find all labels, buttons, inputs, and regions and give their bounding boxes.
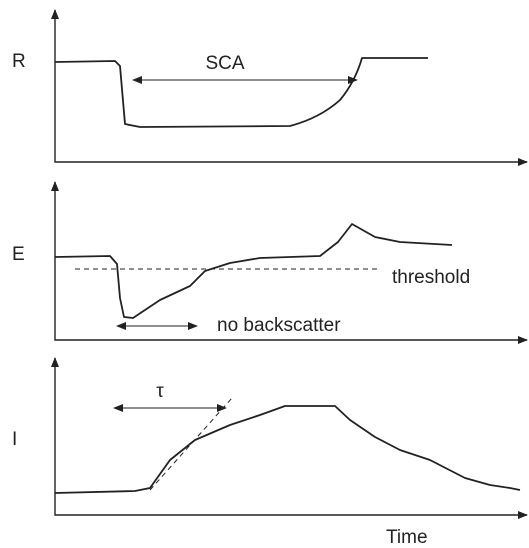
curve (54, 223, 453, 319)
axes (51, 181, 528, 344)
tangent-line (149, 397, 233, 491)
threshold-label: threshold (392, 267, 470, 288)
panel-label: I (12, 429, 17, 450)
panel-i: I τ (12, 357, 528, 519)
panel-label: R (12, 51, 26, 72)
curve (54, 57, 428, 128)
axes (51, 9, 528, 166)
annotation: SCA (205, 53, 244, 74)
annotation: no backscatter (217, 315, 341, 336)
annotation: τ (156, 381, 164, 402)
panel-r: R SCA (12, 9, 528, 166)
panel-e: E threshold no backscatter (12, 181, 528, 344)
x-axis-label: Time (386, 527, 428, 548)
axes (51, 357, 528, 519)
curve (54, 405, 521, 494)
panel-label: E (12, 244, 25, 265)
